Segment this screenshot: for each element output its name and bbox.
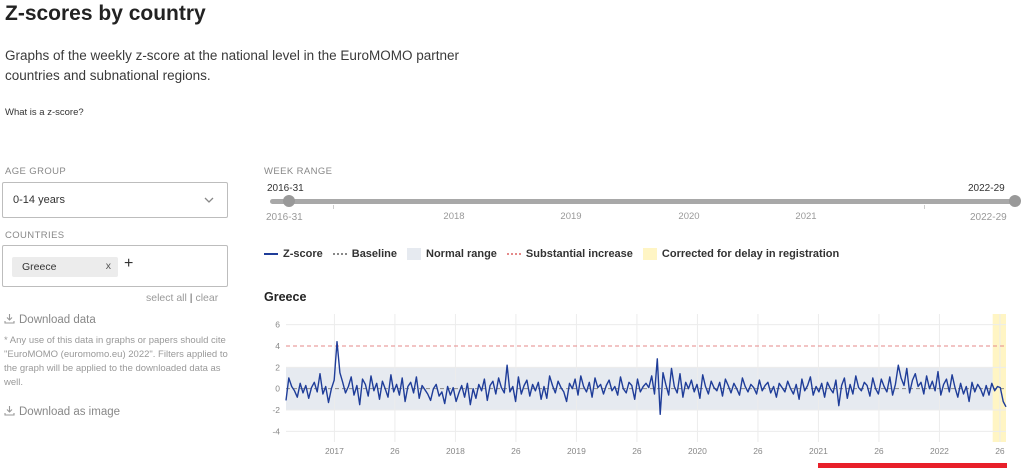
x-tick-label: 26	[632, 446, 642, 456]
legend-zscore[interactable]: Z-score	[264, 248, 323, 260]
week-range-year-label: 2018	[443, 211, 465, 222]
select-clear-row: select all | clear	[146, 292, 218, 304]
week-range-year-label: 2021	[795, 211, 817, 222]
add-country-button[interactable]: +	[124, 255, 134, 272]
week-range-end-value: 2022-29	[968, 183, 1005, 194]
countries-label: COUNTRIES	[5, 230, 65, 241]
zscore-series-line	[285, 341, 1007, 416]
clear-link[interactable]: clear	[195, 292, 219, 304]
x-tick-label: 2020	[688, 446, 707, 456]
country-tag-label: Greece	[22, 261, 57, 273]
corrected-delay-band	[992, 314, 1006, 442]
y-tick-label: -2	[272, 405, 280, 415]
page-title: Z-scores by country	[5, 2, 206, 25]
legend-baseline[interactable]: Baseline	[332, 248, 397, 260]
x-tick-label: 26	[753, 446, 763, 456]
week-range-start-handle[interactable]	[283, 195, 295, 207]
x-tick-label: 2018	[446, 446, 465, 456]
chevron-down-icon	[204, 197, 214, 203]
legend-zscore-label: Z-score	[283, 248, 323, 260]
week-range-track[interactable]	[270, 199, 1017, 204]
download-data-label: Download data	[19, 314, 96, 326]
y-tick-label: 4	[275, 341, 280, 351]
download-icon	[4, 406, 15, 416]
baseline-swatch	[332, 253, 347, 255]
x-tick-label: 26	[995, 446, 1005, 456]
corrected-swatch	[642, 248, 657, 260]
legend-corrected[interactable]: Corrected for delay in registration	[642, 248, 840, 260]
week-range-start-value: 2016-31	[267, 183, 304, 194]
y-tick-label: -4	[272, 426, 280, 436]
week-range-max-label: 2022-29	[970, 212, 1007, 223]
legend-normal-range[interactable]: Normal range	[407, 248, 497, 260]
age-group-select[interactable]: 0-14 years	[2, 182, 228, 218]
age-group-value: 0-14 years	[13, 194, 65, 206]
legend-substantial[interactable]: Substantial increase	[506, 248, 633, 260]
normal-range-swatch	[407, 248, 421, 260]
week-range-end-handle[interactable]	[1009, 195, 1021, 207]
separator: |	[189, 292, 193, 304]
y-tick-label: 6	[275, 320, 280, 330]
download-data-link[interactable]: Download data	[4, 313, 96, 326]
week-range-tick	[333, 205, 334, 209]
week-range-label: WEEK RANGE	[264, 166, 333, 177]
zscore-swatch	[264, 253, 278, 255]
week-range-min-label: 2016-31	[266, 212, 303, 223]
x-tick-label: 2019	[567, 446, 586, 456]
y-tick-label: 0	[275, 384, 280, 394]
page-intro: Graphs of the weekly z-score at the nati…	[5, 48, 459, 83]
legend-substantial-label: Substantial increase	[525, 248, 633, 260]
week-range-year-label: 2019	[560, 211, 582, 222]
legend-baseline-label: Baseline	[351, 248, 397, 260]
download-image-label: Download as image	[19, 406, 121, 418]
download-icon	[4, 314, 15, 324]
x-tick-label: 2017	[325, 446, 344, 456]
week-range-year-label: 2020	[678, 211, 700, 222]
legend-normal-range-label: Normal range	[426, 248, 497, 260]
country-tag: Greece x	[12, 257, 118, 277]
week-range-tick	[924, 205, 925, 209]
scroll-indicator	[818, 463, 1007, 468]
x-tick-label: 26	[511, 446, 521, 456]
x-tick-label: 26	[390, 446, 400, 456]
chart-title: Greece	[264, 290, 307, 304]
x-tick-label: 26	[874, 446, 884, 456]
legend-corrected-label: Corrected for delay in registration	[661, 248, 840, 260]
zscore-info-link[interactable]: What is a z-score?	[5, 107, 84, 118]
x-tick-label: 2022	[930, 446, 949, 456]
x-tick-label: 2021	[809, 446, 828, 456]
chart-legend: Z-score Baseline Normal range Substantia…	[264, 248, 849, 260]
remove-country-button[interactable]: x	[105, 260, 111, 272]
age-group-label: AGE GROUP	[5, 166, 67, 177]
substantial-swatch	[506, 253, 521, 255]
download-image-link[interactable]: Download as image	[4, 405, 120, 418]
countries-multiselect[interactable]: Greece x +	[2, 245, 228, 287]
y-tick-label: 2	[275, 362, 280, 372]
select-all-link[interactable]: select all	[146, 292, 187, 304]
citation-notice: * Any use of this data in graphs or pape…	[4, 335, 228, 388]
zscore-chart: -4 -2 0 2 4 6 2017 26 2018 26 2019 26 2020 26 2021 26 20…	[272, 314, 1007, 456]
